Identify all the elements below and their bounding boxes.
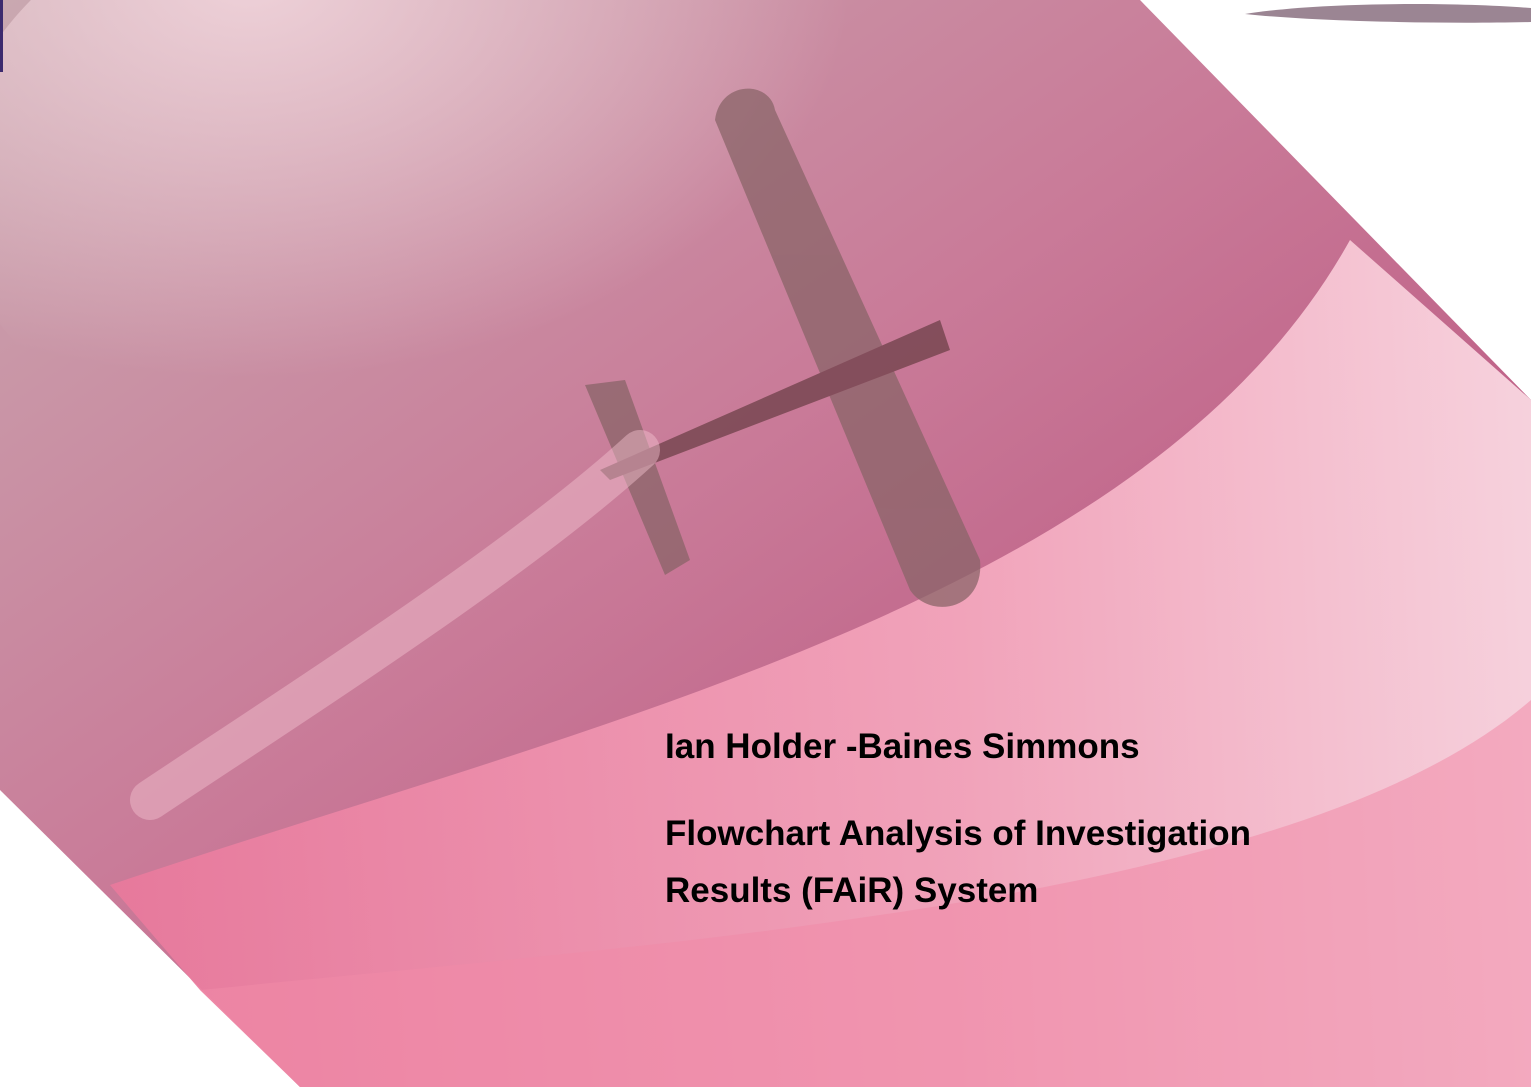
title-line: Flowchart Analysis of Investigation [665,814,1251,853]
edge-mark [0,0,3,72]
title-line: Results (FAiR) System [665,871,1038,910]
smoke-trail [130,430,660,820]
cloud [0,0,950,510]
author: Ian Holder -Baines Simmons [665,727,1140,766]
airplane [585,88,981,607]
swoosh-lower [200,700,1531,1087]
corner-swoosh [1245,4,1531,23]
